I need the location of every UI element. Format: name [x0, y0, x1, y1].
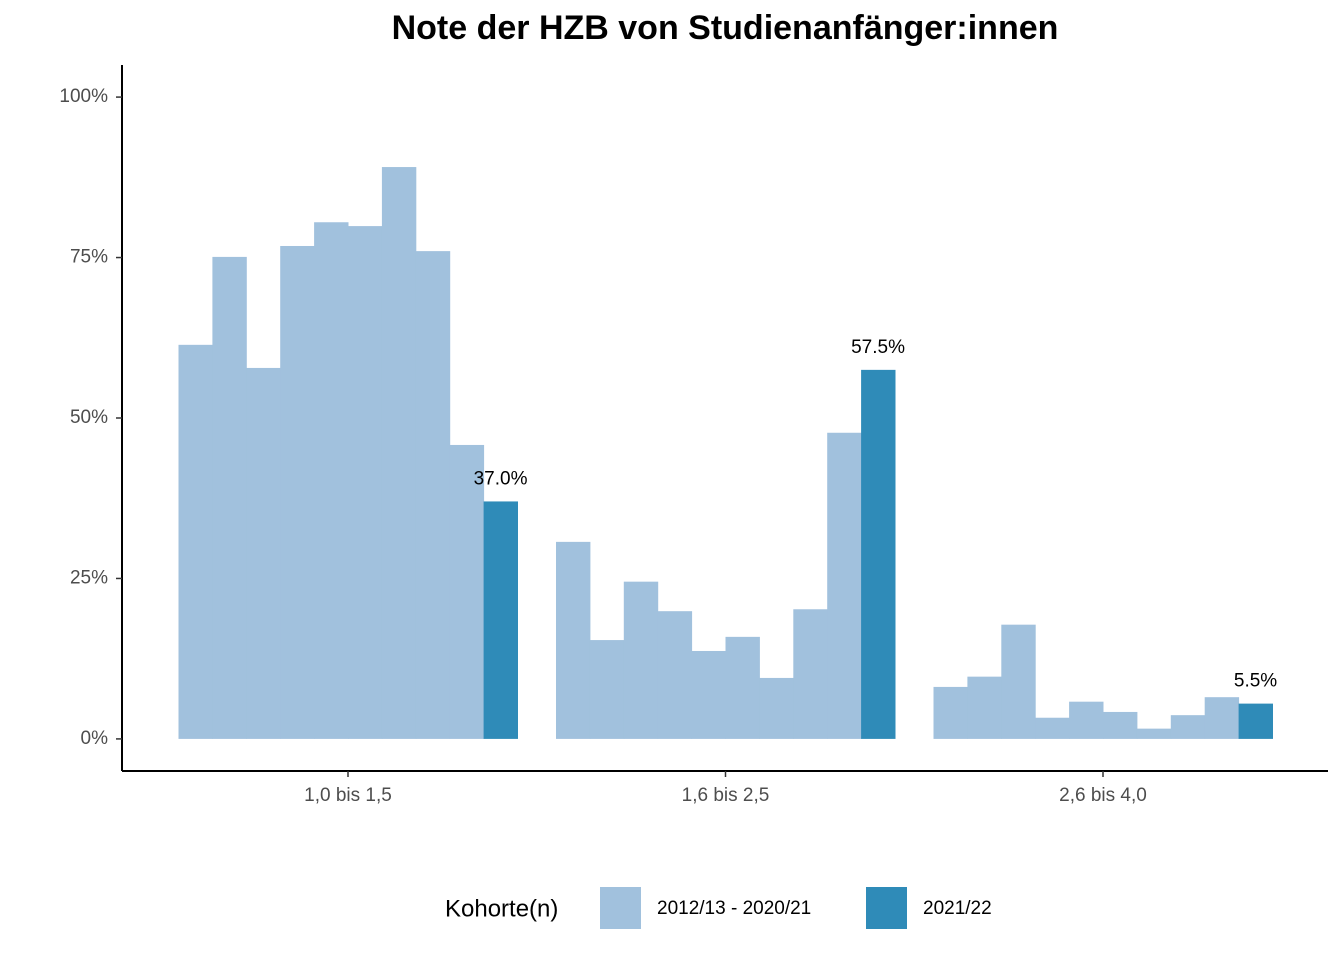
bar [449, 444, 485, 739]
x-tick-label: 1,6 bis 2,5 [682, 785, 770, 806]
y-tick-label: 50% [70, 407, 108, 428]
bar [246, 367, 281, 739]
legend-key [866, 887, 907, 929]
bar [178, 344, 213, 739]
y-tick-label: 75% [70, 247, 108, 268]
bar [1170, 715, 1206, 739]
bar [280, 245, 315, 739]
bar [556, 541, 591, 739]
chart-title: Note der HZB von Studienanfänger:innen [392, 9, 1059, 47]
bar [827, 432, 862, 739]
bar [589, 640, 625, 739]
bar [933, 686, 968, 739]
bar [1238, 703, 1273, 739]
bar [793, 609, 828, 739]
y-tick-label: 100% [59, 86, 108, 107]
x-tick-label: 1,0 bis 1,5 [304, 785, 392, 806]
data-label: 37.0% [474, 468, 528, 489]
y-tick-label: 0% [81, 728, 109, 749]
bar [483, 501, 518, 739]
bar [1001, 624, 1036, 739]
bar [725, 636, 760, 739]
bar [1035, 717, 1070, 739]
legend-key [600, 887, 641, 929]
bar [381, 167, 417, 739]
x-tick-label: 2,6 bis 4,0 [1059, 785, 1147, 806]
bar [1136, 728, 1172, 739]
legend-label: 2012/13 - 2020/21 [657, 898, 811, 919]
bar [657, 611, 693, 739]
bar [861, 369, 896, 739]
bar [623, 581, 659, 739]
bar [1204, 697, 1240, 739]
bar [1069, 701, 1104, 739]
legend-label: 2021/22 [923, 898, 992, 919]
data-label: 57.5% [851, 337, 905, 358]
bar [415, 251, 451, 739]
bar [212, 256, 247, 739]
y-tick-label: 25% [70, 567, 108, 588]
bar [759, 677, 794, 739]
data-label: 5.5% [1234, 671, 1277, 692]
bar [967, 676, 1002, 739]
legend-title: Kohorte(n) [445, 895, 558, 922]
bar [691, 650, 726, 739]
bar [348, 226, 383, 739]
bar [314, 222, 349, 739]
bar [1103, 711, 1138, 739]
